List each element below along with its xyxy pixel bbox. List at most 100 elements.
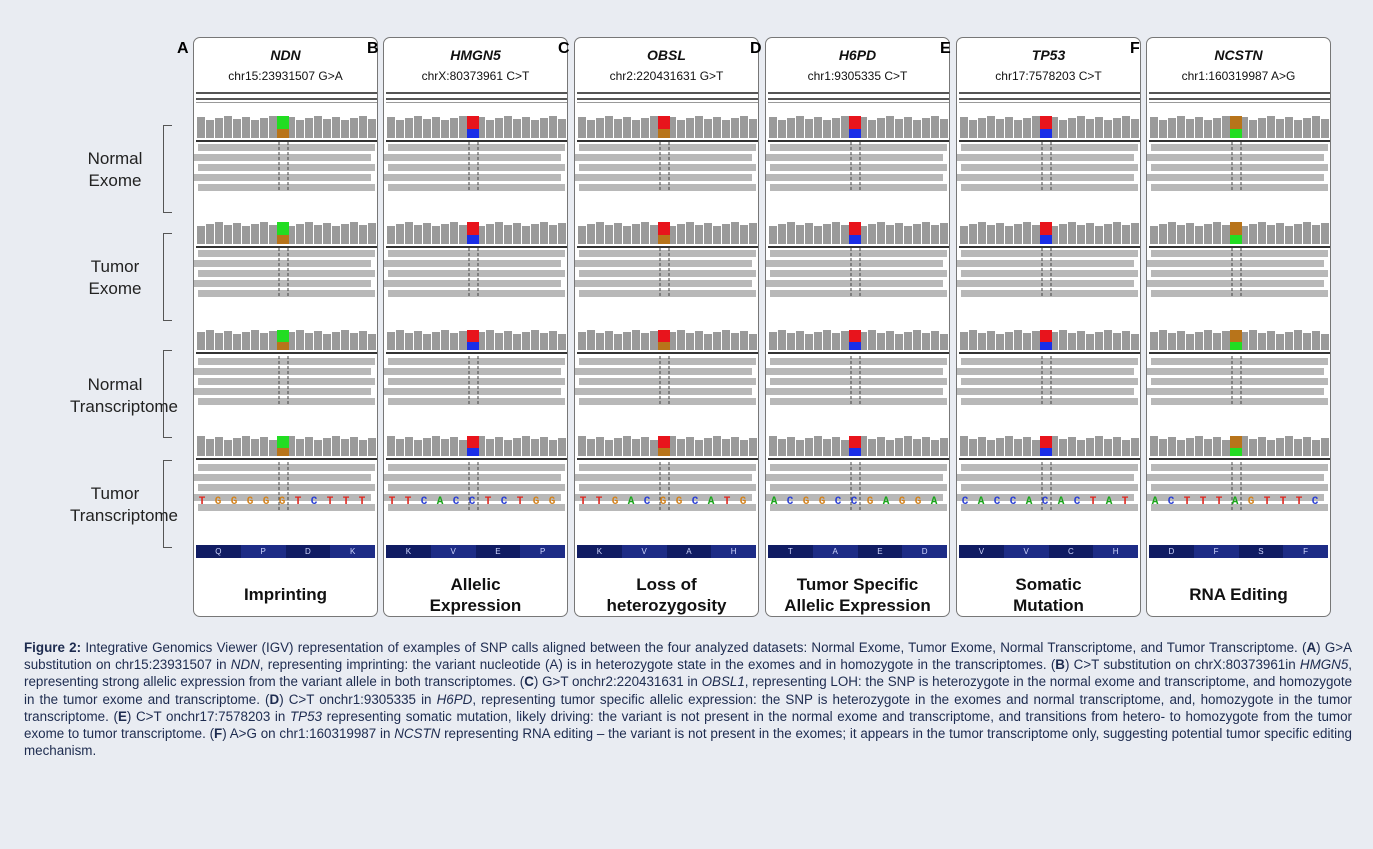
- sequence-base: C: [1312, 496, 1319, 508]
- sequence-base: A: [1058, 496, 1065, 508]
- panel-category-label: Loss of heterozygosity: [575, 574, 758, 616]
- sequence-base: A: [771, 496, 778, 508]
- sequence-base: T: [596, 496, 603, 508]
- sequence-base: C: [421, 496, 428, 508]
- caption-segment: representing somatic mutation, likely dr…: [24, 708, 1352, 742]
- panel-category-line: heterozygosity: [606, 596, 727, 615]
- amino-acid: D: [902, 545, 947, 558]
- amino-acid: V: [978, 547, 985, 556]
- genomic-coordinate: chr17:7578203 C>T: [995, 69, 1102, 83]
- caption-segment: C: [524, 674, 534, 690]
- panel-category-line: Tumor Specific: [796, 575, 919, 594]
- sequence-base: A: [931, 496, 938, 508]
- panel-category-line: Expression: [429, 596, 522, 615]
- sequence-base: C: [994, 496, 1001, 508]
- panel-letter: A: [177, 40, 189, 57]
- amino-acid: F: [1283, 545, 1328, 558]
- caption-segment: ) C>T onchr17:7578203 in: [126, 708, 290, 724]
- sequence-base: T: [1122, 496, 1129, 508]
- caption-segment: ) A>G on chr1:160319987 in: [222, 726, 395, 742]
- amino-acid: K: [596, 547, 603, 556]
- caption-segment: H6PD: [436, 691, 473, 707]
- row-label-line: Tumor: [90, 484, 140, 503]
- panel-category-line: Imprinting: [243, 585, 328, 604]
- sequence-base: T: [1200, 496, 1207, 508]
- amino-acid: H: [1093, 545, 1138, 558]
- sequence-base: G: [867, 496, 874, 508]
- sequence-base: A: [1232, 496, 1239, 508]
- caption-segment: OBSL1: [701, 674, 745, 690]
- row-label-tumor-exome: Tumor Exome: [70, 256, 160, 300]
- sequence-base: C: [851, 496, 858, 508]
- sequence-base: T: [327, 496, 334, 508]
- panel-category-line: Allelic Expression: [784, 596, 931, 615]
- sequence-base: G: [247, 496, 254, 508]
- panel-category-line: Mutation: [1013, 596, 1084, 615]
- panel-category-label: Imprinting: [194, 584, 377, 605]
- amino-acid: P: [240, 545, 286, 558]
- row-label-line: Exome: [88, 171, 142, 190]
- bracket-normal-exome: [163, 125, 172, 213]
- figure-caption: Figure 2: Integrative Genomics Viewer (I…: [24, 639, 1352, 759]
- sequence-base: G: [279, 496, 286, 508]
- sequence-base: G: [1248, 496, 1255, 508]
- caption-body: Integrative Genomics Viewer (IGV) repres…: [24, 640, 1352, 758]
- genomic-coordinate: chrX:80373961 C>T: [421, 69, 530, 83]
- caption-segment: A: [1306, 640, 1317, 655]
- sequence-base: G: [819, 496, 826, 508]
- sequence-base: A: [978, 496, 985, 508]
- amino-acid: E: [877, 547, 883, 556]
- sequence-base: C: [692, 496, 699, 508]
- amino-acid: C: [1067, 547, 1074, 556]
- amino-acid: D: [304, 547, 311, 556]
- igv-panel: TP53 chr17:7578203 C>T C A C C A C A C T A T V V C H Soma…: [956, 37, 1141, 617]
- panel-category-label: Tumor Specific Allelic Expression: [766, 574, 949, 616]
- sequence-base: G: [549, 496, 556, 508]
- genomic-coordinate: chr1:9305335 C>T: [807, 69, 908, 83]
- amino-acid: H: [711, 545, 756, 558]
- panel-letter: D: [750, 40, 762, 57]
- amino-acid: F: [1193, 545, 1239, 558]
- panel-category-line: Allelic: [450, 575, 501, 594]
- amino-acid: D: [1168, 547, 1175, 556]
- genomic-coordinate: chr2:220431631 G>T: [609, 69, 724, 83]
- caption-segment: F: [214, 726, 223, 742]
- amino-acid: A: [686, 547, 692, 556]
- panel-category-line: RNA Editing: [1189, 585, 1288, 604]
- sequence-base: C: [1168, 496, 1175, 508]
- caption-segment: E: [117, 708, 127, 724]
- row-label-line: Tumor: [90, 257, 140, 276]
- sequence-base: C: [1042, 496, 1049, 508]
- panel-letter: B: [367, 40, 379, 57]
- caption-segment: , representing strong allelic expression…: [24, 657, 1352, 690]
- caption-segment: representing RNA editing – the variant i…: [24, 726, 1353, 759]
- bracket-tumor-exome: [163, 233, 172, 321]
- sequence-base: T: [724, 496, 731, 508]
- row-label-line: Transcriptome: [70, 506, 179, 525]
- caption-segment: ) G>A substitution on chr15:23931507 in: [24, 640, 1353, 673]
- amino-acid: P: [520, 545, 565, 558]
- caption-segment: ) C>T substitution on chrX:80373961in: [1064, 657, 1300, 673]
- sequence-base: A: [1152, 496, 1159, 508]
- panel-category-line: Somatic: [1015, 575, 1082, 594]
- caption-segment: TP53: [289, 708, 322, 724]
- row-label-line: Exome: [88, 279, 142, 298]
- igv-panel: NDN chr15:23931507 G>A T G G G G G T C T T T Q P D K Impr…: [193, 37, 378, 617]
- sequence-base: A: [883, 496, 890, 508]
- caption-segment: NDN: [230, 657, 260, 673]
- caption-segment: B: [1055, 657, 1065, 673]
- row-label-tumor-transcriptome: Tumor Transcriptome: [70, 483, 179, 527]
- panel-letter: F: [1130, 40, 1140, 57]
- caption-segment: , representing imprinting: the variant n…: [259, 657, 1056, 673]
- sequence-base: G: [215, 496, 222, 508]
- sequence-base: A: [628, 496, 635, 508]
- row-label-normal-transcriptome: Normal Transcriptome: [70, 374, 178, 418]
- sequence-base: C: [962, 496, 969, 508]
- bracket-normal-transcriptome: [163, 350, 172, 438]
